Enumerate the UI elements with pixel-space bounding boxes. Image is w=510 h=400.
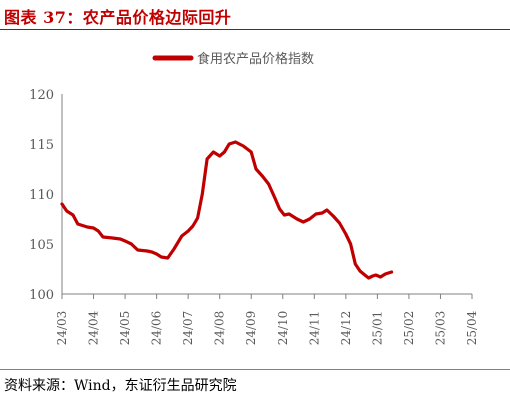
y-axis: 100 105 110 115 120 xyxy=(29,88,63,303)
x-tick-label: 24/05 xyxy=(118,311,132,346)
x-tick-label: 24/12 xyxy=(339,311,353,346)
legend-label: 食用农产品价格指数 xyxy=(197,51,314,67)
x-tick-label: 24/08 xyxy=(213,311,227,346)
x-tick-label: 24/03 xyxy=(55,311,69,346)
legend: 食用农产品价格指数 xyxy=(152,51,314,67)
x-tick-label: 24/04 xyxy=(87,310,101,345)
series-line xyxy=(60,140,394,280)
y-tick-label: 110 xyxy=(29,188,54,203)
x-tick-label: 24/07 xyxy=(181,311,195,346)
source-divider xyxy=(0,369,510,370)
source-note: 资料来源：Wind，东证衍生品研究院 xyxy=(4,378,237,394)
figure-title: 图表 37：农产品价格边际回升 xyxy=(4,8,232,27)
chart: 食用农产品价格指数 100 105 110 115 120 24/03 24/04 24/0… xyxy=(0,30,510,368)
x-tick-label: 24/09 xyxy=(244,311,258,346)
y-tick-label: 120 xyxy=(29,88,54,103)
x-axis: 24/03 24/04 24/05 24/06 24/07 24/08 24/09 24/10… xyxy=(55,293,479,346)
y-tick-label: 105 xyxy=(29,238,54,253)
x-tick-label: 25/04 xyxy=(465,310,479,345)
x-tick-label: 25/02 xyxy=(402,311,416,346)
y-tick-label: 115 xyxy=(29,138,54,153)
title-divider xyxy=(0,29,510,30)
y-tick-label: 100 xyxy=(29,288,54,303)
x-tick-label: 24/11 xyxy=(307,311,321,346)
x-tick-label: 25/03 xyxy=(433,311,447,346)
x-tick-label: 25/01 xyxy=(370,311,384,346)
plot-area xyxy=(60,140,394,280)
x-tick-label: 24/10 xyxy=(276,311,290,346)
x-tick-label: 24/06 xyxy=(150,311,164,346)
